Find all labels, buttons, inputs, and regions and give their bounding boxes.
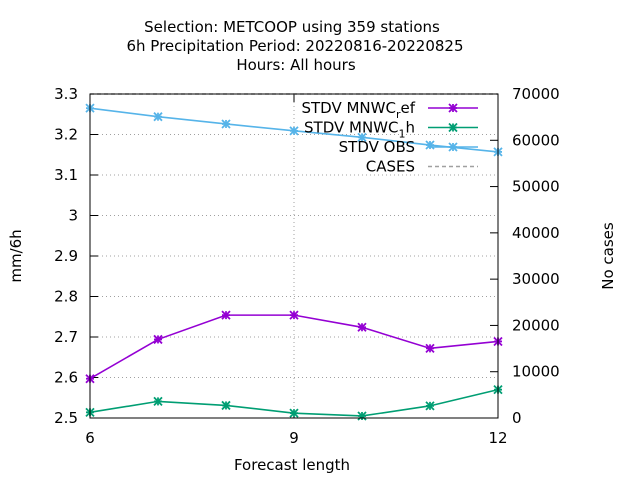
legend-marker (448, 142, 458, 152)
series-2 (85, 103, 503, 157)
y-tick-label: 3.1 (54, 166, 78, 184)
x-tick-label: 9 (289, 429, 299, 447)
y2-tick-label: 10000 (512, 363, 560, 381)
y-tick-label: 2.5 (54, 409, 78, 427)
y-tick-label: 2.8 (54, 288, 78, 306)
title-line-2: 6h Precipitation Period: 20220816-202208… (126, 37, 463, 55)
y-tick-label: 2.9 (54, 247, 78, 265)
data-point (357, 322, 367, 332)
legend-marker (448, 122, 458, 133)
y-tick-label: 3 (68, 207, 78, 225)
data-point (425, 140, 435, 150)
data-point (221, 119, 231, 129)
data-point (425, 401, 435, 411)
y2-tick-label: 30000 (512, 270, 560, 288)
x-tick-label: 12 (488, 429, 507, 447)
legend-label: STDV MNWCref (301, 99, 415, 121)
x-tick-label: 6 (85, 429, 95, 447)
y-tick-label: 2.6 (54, 369, 78, 387)
data-point (153, 112, 163, 122)
data-point (289, 310, 299, 320)
y-tick-label: 3.2 (54, 126, 78, 144)
data-point (221, 400, 231, 411)
data-point (357, 411, 367, 421)
data-point (425, 343, 435, 353)
title-line-3: Hours: All hours (236, 56, 355, 74)
grid-lines (90, 94, 498, 418)
data-point (357, 132, 367, 142)
y-tick-label: 2.7 (54, 328, 78, 346)
data-point (221, 310, 231, 320)
y2-tick-label: 40000 (512, 224, 560, 242)
legend-label: STDV OBS (339, 138, 415, 156)
series-0 (85, 310, 503, 384)
y2-tick-label: 0 (512, 409, 522, 427)
chart-title: Selection: METCOOP using 359 stations 6h… (126, 18, 463, 74)
legend-marker (448, 103, 458, 113)
y2-tick-label: 50000 (512, 178, 560, 196)
data-point (153, 334, 163, 345)
y2-tick-label: 60000 (512, 131, 560, 149)
y-tick-label: 3.3 (54, 85, 78, 103)
y2-axis-label: No cases (599, 222, 617, 290)
y2-axis-ticks: 0 10000 20000 30000 40000 50000 60000 70000 (490, 85, 560, 427)
legend-label: CASES (366, 158, 415, 176)
data-point (289, 126, 299, 136)
data-point (289, 408, 299, 418)
y-axis-label: mm/6h (7, 229, 25, 282)
legend-label: STDV MNWC1h (304, 119, 415, 141)
title-line-1: Selection: METCOOP using 359 stations (144, 18, 440, 36)
x-axis-label: Forecast length (234, 456, 350, 474)
y-axis-ticks: 2.5 2.6 2.7 2.8 2.9 3 3.1 3.2 3.3 (54, 85, 98, 427)
y2-tick-label: 20000 (512, 316, 560, 334)
data-point (153, 396, 163, 407)
plot-frame (89, 93, 499, 419)
y2-tick-label: 70000 (512, 85, 560, 103)
